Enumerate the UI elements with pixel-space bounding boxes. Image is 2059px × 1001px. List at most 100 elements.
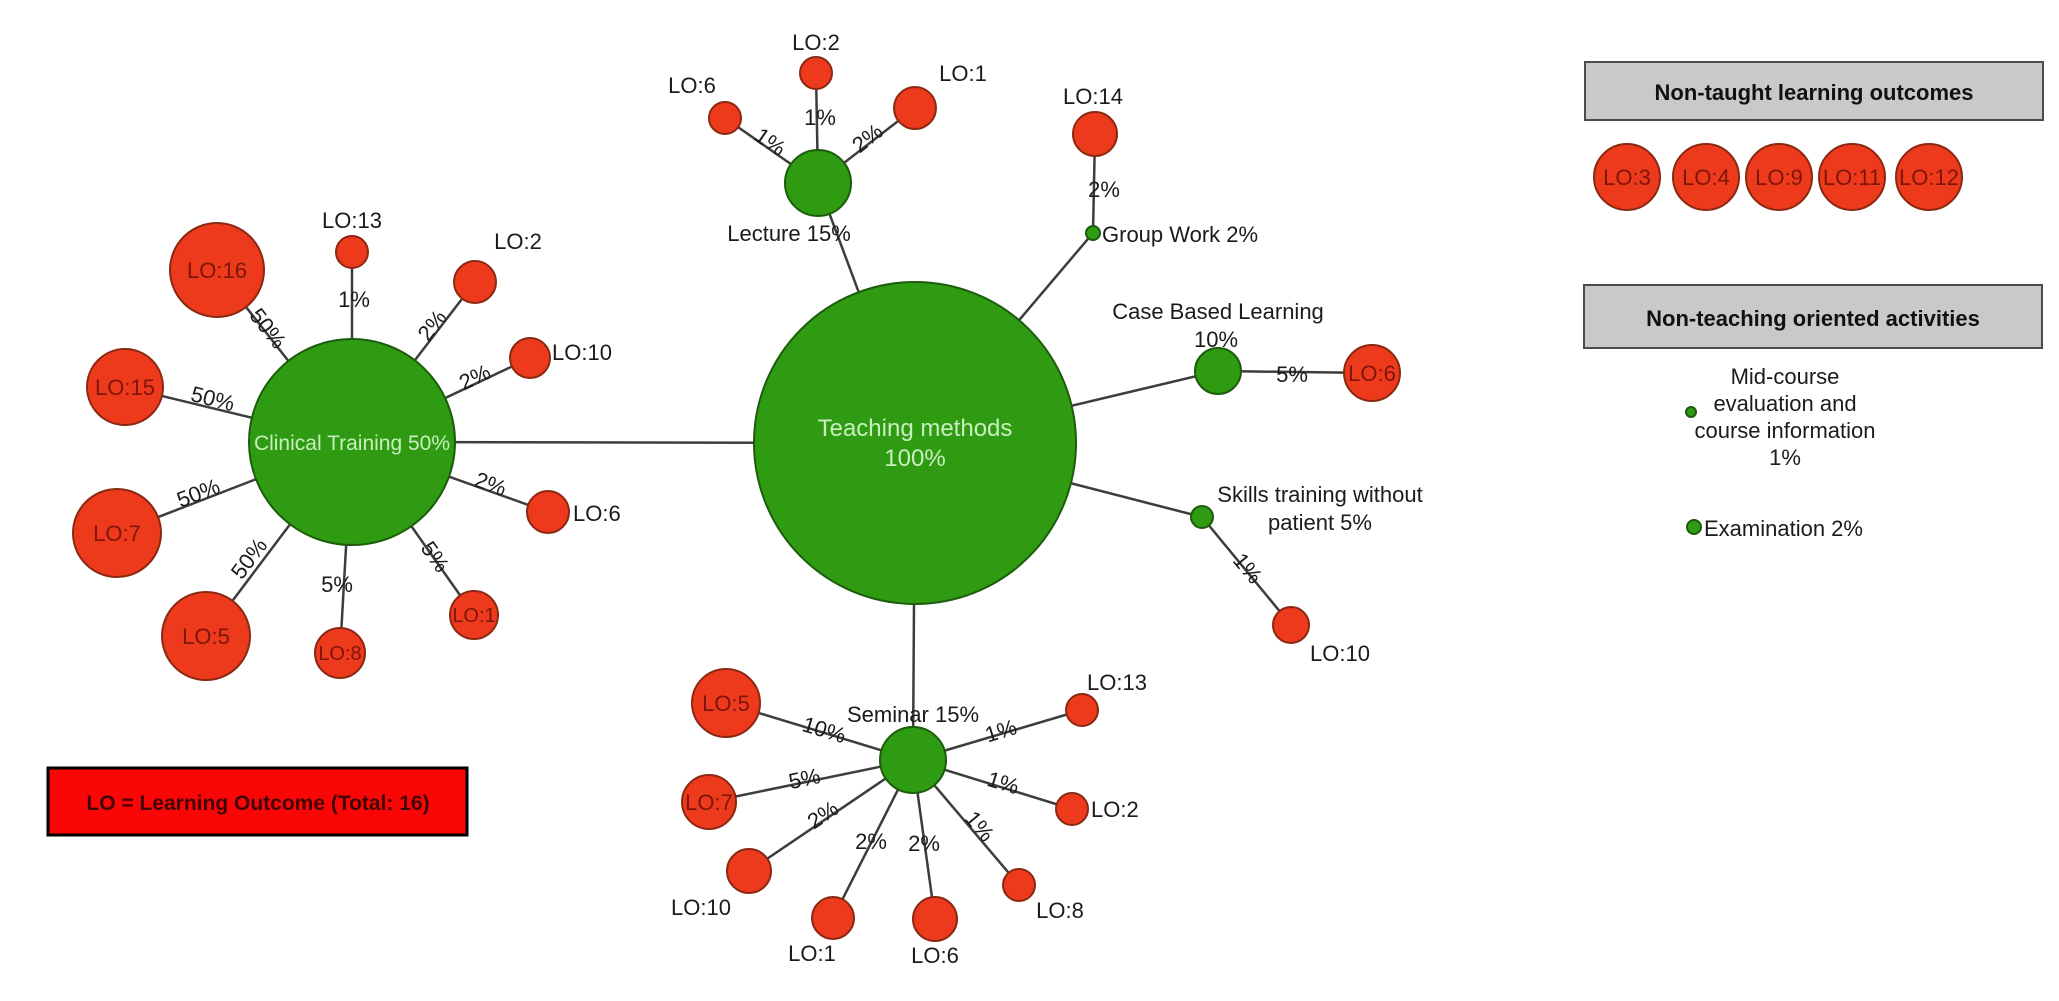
clinical-lo8-label: LO:8 (318, 643, 361, 665)
non-taught-title: Non-taught learning outcomes (1655, 80, 1974, 105)
seminar-lo10-label: LO:10 (671, 895, 731, 920)
node-lecture-lo6 (708, 101, 742, 135)
node-seminar-lo13 (1065, 693, 1099, 727)
seminar-lo6-label: LO:6 (911, 943, 959, 968)
examination-dot (1686, 519, 1702, 535)
node-clinical-training (248, 338, 456, 546)
node-casebased (1194, 347, 1242, 395)
casebased-lo6-pct: 5% (1276, 362, 1308, 387)
legend-node-lo9 (1745, 143, 1813, 211)
clinical-lo7-pct: 50% (173, 473, 223, 512)
node-clinical-lo15 (86, 348, 164, 426)
node-seminar (879, 726, 947, 794)
node-casebased-lo6 (1343, 344, 1401, 402)
clinical-lo2-pct: 2% (412, 305, 451, 345)
midcourse-line4: 1% (1769, 445, 1801, 470)
node-clinical-lo5 (161, 591, 251, 681)
clinical-hub-label: Clinical Training 50% (254, 432, 450, 455)
node-skills-lo10 (1272, 606, 1310, 644)
clinical-lo2-label: LO:2 (494, 229, 542, 254)
legend-node-lo4 (1672, 143, 1740, 211)
lecture-lo1-pct: 2% (847, 118, 887, 157)
nodes (72, 56, 1401, 942)
root-label-line1: Teaching methods (818, 415, 1013, 442)
root-label-line2: 100% (884, 445, 945, 472)
casebased-label-line1: Case Based Learning (1112, 299, 1324, 324)
seminar-lo13-pct: 1% (982, 714, 1020, 747)
non-taught-header-box (1584, 61, 2044, 121)
legend-lo12-label: LO:12 (1899, 165, 1959, 190)
panel-non-taught: Non-taught learning outcomes LO:3 LO:4 L… (1584, 61, 2044, 211)
node-lecture-lo2 (799, 56, 833, 90)
midcourse-line1: Mid-course (1731, 364, 1840, 389)
skills-lo10-label: LO:10 (1310, 641, 1370, 666)
clinical-lo7-label: LO:7 (93, 521, 141, 546)
edge-skills-lo10 (1201, 516, 1292, 626)
clinical-lo15-pct: 50% (188, 381, 237, 416)
node-teaching-methods (753, 281, 1077, 605)
legend-lo11-label: LO:11 (1823, 165, 1881, 190)
non-teaching-header-box (1583, 284, 2043, 349)
seminar-lo5-label: LO:5 (702, 691, 750, 716)
seminar-lo5-pct: 10% (799, 711, 848, 748)
clinical-lo6-label: LO:6 (573, 501, 621, 526)
lecture-lo6-pct: 1% (750, 122, 790, 161)
casebased-label-line2: 10% (1194, 327, 1238, 352)
legend-node-lo3 (1593, 143, 1661, 211)
lecture-lo2-label: LO:2 (792, 30, 840, 55)
groupwork-lo14-label: LO:14 (1063, 84, 1123, 109)
legend-lo3-label: LO:3 (1603, 165, 1651, 190)
clinical-lo16-pct: 50% (245, 303, 292, 353)
node-seminar-lo8 (1002, 868, 1036, 902)
node-lecture-lo1 (893, 86, 937, 130)
node-clinical-lo8 (314, 627, 366, 679)
casebased-lo6-label: LO:6 (1348, 361, 1396, 386)
seminar-lo7-label: LO:7 (685, 790, 733, 815)
legend-node-lo11 (1818, 143, 1886, 211)
seminar-lo1-label: LO:1 (788, 941, 836, 966)
clinical-lo8-pct: 5% (321, 572, 353, 597)
midcourse-dot (1685, 406, 1697, 418)
legend-node-lo12 (1895, 143, 1963, 211)
node-seminar-lo1 (811, 896, 855, 940)
clinical-lo10-label: LO:10 (552, 340, 612, 365)
node-skills (1190, 505, 1214, 529)
lo-definition: LO = Learning Outcome (Total: 16) (46, 766, 469, 837)
groupwork-lo14-pct: 2% (1088, 177, 1120, 202)
node-groupwork (1085, 225, 1101, 241)
midcourse-line2: evaluation and (1713, 391, 1856, 416)
lo-definition-text: LO = Learning Outcome (Total: 16) (86, 792, 429, 815)
seminar-lo10-pct: 2% (803, 796, 843, 835)
clinical-lo13-pct: 1% (338, 287, 370, 312)
seminar-lo8-pct: 1% (960, 806, 1000, 846)
lo-definition-box (46, 766, 469, 837)
panel-non-teaching: Non-teaching oriented activities Mid-cou… (1583, 284, 2043, 541)
node-seminar-lo2 (1055, 792, 1089, 826)
lecture-lo2-pct: 1% (804, 105, 836, 130)
non-teaching-title: Non-teaching oriented activities (1646, 306, 1980, 331)
node-groupwork-lo14 (1072, 111, 1118, 157)
legend-lo4-label: LO:4 (1682, 165, 1730, 190)
node-clinical-lo7 (72, 488, 162, 578)
skills-label-line2: patient 5% (1268, 510, 1372, 535)
clinical-lo16-label: LO:16 (187, 258, 247, 283)
seminar-lo1-pct: 2% (855, 829, 887, 854)
legend-lo9-label: LO:9 (1755, 165, 1803, 190)
seminar-lo6-pct: 2% (908, 831, 940, 856)
midcourse-line3: course information (1695, 418, 1876, 443)
seminar-lo7-pct: 5% (786, 763, 822, 794)
node-seminar-lo5 (691, 668, 761, 738)
groupwork-hub-label: Group Work 2% (1102, 222, 1258, 247)
node-seminar-lo6 (912, 896, 958, 942)
clinical-lo13-label: LO:13 (322, 208, 382, 233)
lecture-hub-label: Lecture 15% (727, 221, 851, 246)
clinical-lo5-label: LO:5 (182, 624, 230, 649)
node-clinical-lo13 (335, 235, 369, 269)
node-clinical-lo2 (453, 260, 497, 304)
skills-label-line1: Skills training without (1217, 482, 1422, 507)
clinical-lo1-label: LO:1 (452, 605, 495, 627)
node-clinical-lo6 (526, 490, 570, 534)
seminar-lo13-label: LO:13 (1087, 670, 1147, 695)
